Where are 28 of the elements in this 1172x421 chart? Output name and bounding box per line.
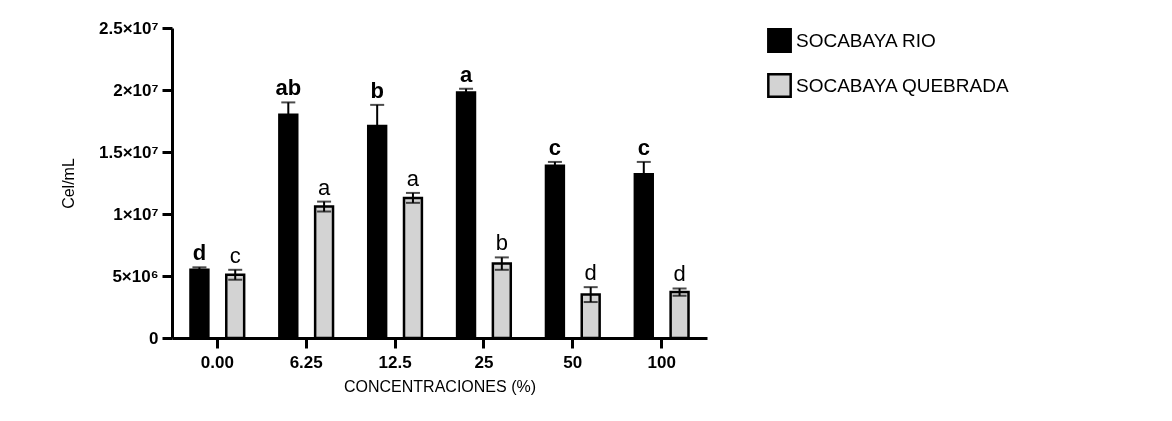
annotation: d [584,260,597,286]
annotation: b [370,77,384,103]
annotation: d [192,240,207,266]
y-tick-label: 2×10⁷ [113,80,159,100]
annotation: d [673,261,686,287]
annotation: a [317,174,331,200]
x-tick-label: 50 [563,352,583,372]
x-tick-label: 100 [647,352,676,372]
annotation: c [637,134,650,160]
annotation: ab [275,75,302,101]
annotation: c [548,134,562,160]
x-axis-title: CONCENTRACIONES (%) [343,377,537,395]
x-tick-label: 0.00 [200,352,234,372]
legend-label: SOCABAYA RIO [796,29,936,51]
y-tick-label: 2.5×10⁷ [99,18,159,38]
y-tick-label: 0 [149,328,159,348]
x-tick-label: 6.25 [289,352,323,372]
y-tick-label: 1.5×10⁷ [99,142,159,162]
x-tick-label: 12.5 [378,352,412,372]
annotation: a [459,61,473,87]
y-tick-label: 1×10⁷ [113,204,159,224]
legend-label: SOCABAYA QUEBRADA [796,74,1009,96]
annotation: c [229,242,241,268]
annotation: a [406,165,420,191]
y-tick-label: 5×10⁶ [112,266,159,286]
y-axis-title: Cel/mL [60,158,78,209]
x-tick-label: 25 [474,352,494,372]
annotation: b [495,230,508,256]
